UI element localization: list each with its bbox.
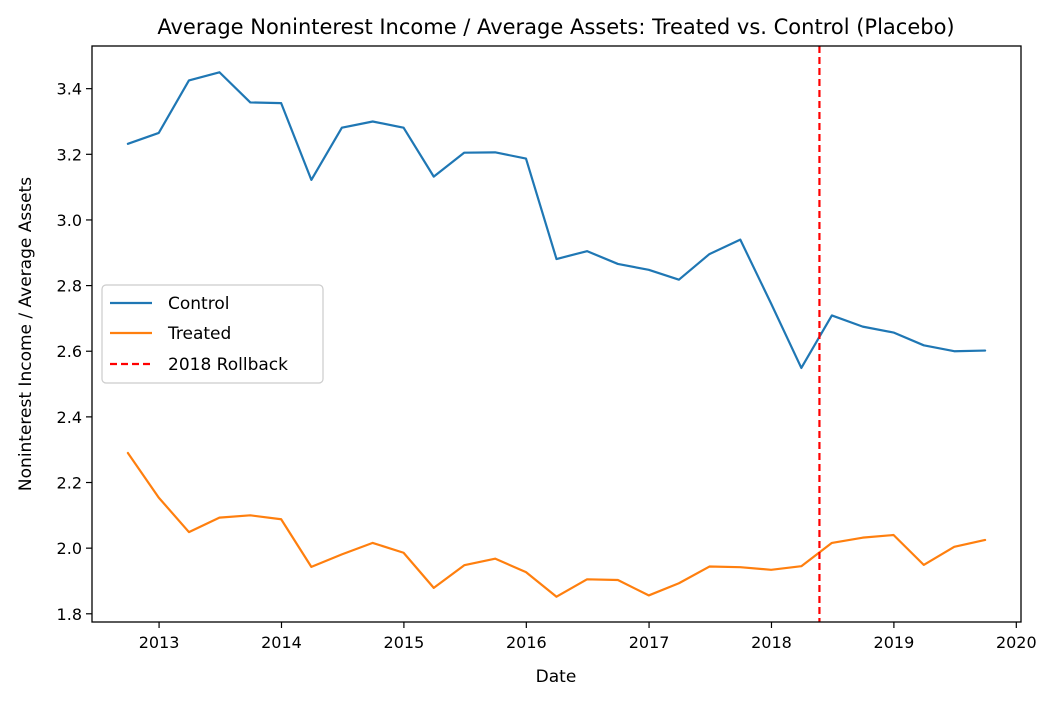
- y-tick-label: 3.4: [57, 80, 82, 99]
- y-tick-label: 2.2: [57, 474, 82, 493]
- x-tick-label: 2013: [139, 633, 180, 652]
- series-line-control: [126, 71, 987, 370]
- y-tick-label: 2.0: [57, 539, 82, 558]
- legend-entry-treated: Treated: [167, 324, 231, 344]
- y-tick-label: 2.6: [57, 342, 82, 361]
- legend-box: [101, 284, 324, 384]
- y-axis-label: Noninterest Income / Average Assets: [16, 177, 36, 491]
- x-tick-label: 2016: [506, 633, 547, 652]
- y-tick-label: 2.8: [57, 277, 82, 296]
- legend-entry-control: Control: [168, 294, 229, 314]
- x-axis-label: Date: [536, 667, 577, 687]
- x-tick-label: 2017: [629, 633, 670, 652]
- y-tick-label: 3.0: [57, 211, 82, 230]
- chart-title: Average Noninterest Income / Average Ass…: [157, 15, 954, 39]
- y-tick-label: 1.8: [57, 605, 82, 624]
- x-axis-ticks: 2013 2014 2015 2016 2017 2018 2019 2020: [139, 622, 1037, 652]
- y-tick-label: 3.2: [57, 145, 82, 164]
- x-tick-label: 2019: [874, 633, 915, 652]
- axes-frame: [91, 45, 1022, 623]
- x-tick-label: 2018: [751, 633, 792, 652]
- y-tick-label: 2.4: [57, 408, 82, 427]
- y-axis-ticks: 1.8 2.0 2.2 2.4 2.6 2.8 3.0 3.2 3.4: [57, 80, 92, 624]
- x-tick-label: 2020: [996, 633, 1037, 652]
- legend: Control Treated 2018 Rollback: [101, 284, 324, 384]
- series-line-treated: [126, 451, 987, 598]
- legend-entry-rollback: 2018 Rollback: [168, 355, 288, 375]
- x-tick-label: 2015: [384, 633, 425, 652]
- plot-area: [126, 46, 987, 622]
- x-tick-label: 2014: [261, 633, 302, 652]
